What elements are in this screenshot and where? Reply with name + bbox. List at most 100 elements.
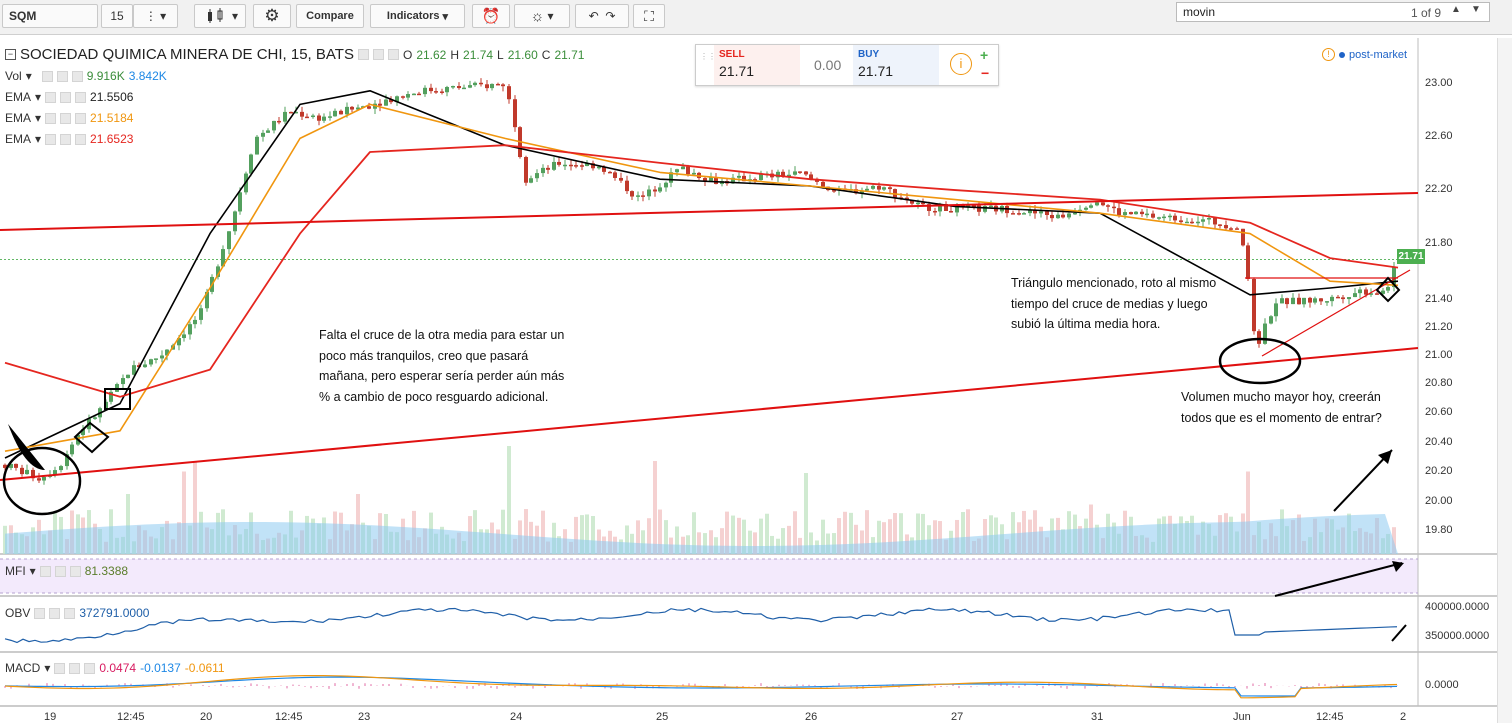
vol-close-icon[interactable] bbox=[71, 70, 83, 82]
note-left-line-2: poco más tranquilos, creo que pasará bbox=[319, 348, 529, 363]
info-icon[interactable]: i bbox=[950, 53, 972, 75]
candle-body bbox=[339, 110, 343, 115]
interval-dropdown-icon[interactable]: ⋮ ▾ bbox=[133, 4, 178, 28]
candle-body bbox=[513, 99, 517, 128]
candle-body bbox=[356, 107, 360, 110]
candle-body bbox=[59, 466, 63, 471]
open-value: 21.62 bbox=[416, 47, 447, 62]
note-left-line-1: Falta el cruce de la otra media para est… bbox=[319, 328, 565, 342]
ema3-close-icon[interactable] bbox=[75, 133, 87, 145]
candle-body bbox=[854, 189, 858, 194]
redo-icon[interactable]: ↷ bbox=[605, 9, 616, 23]
candle-body bbox=[317, 115, 321, 121]
mfi-visibility-icon[interactable] bbox=[54, 565, 66, 577]
ema1-settings-icon[interactable] bbox=[45, 91, 57, 103]
symbol-text: SQM bbox=[9, 9, 37, 23]
drag-handle-icon[interactable]: ⋮⋮ bbox=[700, 52, 716, 61]
interval-select[interactable]: 15 bbox=[101, 4, 133, 28]
candle-body bbox=[1157, 217, 1161, 219]
fullscreen-button[interactable]: ⛶ bbox=[633, 4, 665, 28]
obv-close-icon[interactable] bbox=[64, 607, 76, 619]
find-input[interactable]: movin bbox=[1183, 5, 1216, 19]
macd-visibility-icon[interactable] bbox=[69, 662, 81, 674]
symbol-input[interactable]: SQM bbox=[2, 4, 98, 28]
macd-value-2: -0.0137 bbox=[140, 661, 181, 675]
obv-visibility-icon[interactable] bbox=[49, 607, 61, 619]
volume-bar bbox=[1246, 471, 1250, 554]
ema1-close-icon[interactable] bbox=[75, 91, 87, 103]
status-dot-icon bbox=[1339, 51, 1345, 58]
vol-settings-icon[interactable] bbox=[41, 70, 53, 82]
vol-visibility-icon[interactable] bbox=[56, 70, 68, 82]
candle-body bbox=[910, 200, 914, 204]
candle-body bbox=[871, 185, 875, 189]
settings-button[interactable]: ⚙ bbox=[253, 4, 291, 28]
obv-settings-icon[interactable] bbox=[34, 607, 46, 619]
plus-icon[interactable]: + bbox=[980, 47, 989, 63]
triangle-bottom-line bbox=[1261, 269, 1411, 357]
ema3-settings-icon[interactable] bbox=[45, 133, 57, 145]
sell-button[interactable]: SELL 21.71 bbox=[714, 45, 800, 85]
candle-body bbox=[1336, 296, 1340, 299]
chart-canvas[interactable] bbox=[0, 38, 1497, 723]
chart-style-button[interactable]: ▾ bbox=[194, 4, 246, 28]
volume-bar bbox=[720, 528, 724, 554]
find-next-icon[interactable]: ▼ bbox=[1471, 4, 1481, 15]
volume-bar bbox=[126, 494, 130, 554]
settings-icon[interactable] bbox=[357, 49, 369, 60]
volume-bar bbox=[524, 509, 528, 554]
ema2-close-icon[interactable] bbox=[75, 112, 87, 124]
candle-body bbox=[1313, 298, 1317, 303]
candle-body bbox=[804, 171, 808, 175]
candle-body bbox=[591, 163, 595, 169]
volume-bar bbox=[921, 513, 925, 554]
candle-body bbox=[759, 174, 763, 181]
candle-body bbox=[809, 174, 813, 179]
candle-body bbox=[238, 192, 242, 212]
format-icon[interactable] bbox=[387, 49, 399, 60]
volume-bar bbox=[1011, 512, 1015, 554]
market-status-text: post-market bbox=[1349, 48, 1408, 61]
macd-legend: MACD ▾ 0.0474 -0.0137 -0.0611 bbox=[5, 661, 225, 675]
candle-body bbox=[1285, 298, 1289, 305]
mfi-settings-icon[interactable] bbox=[39, 565, 51, 577]
volume-bar bbox=[966, 509, 970, 554]
candle-body bbox=[832, 190, 836, 192]
buy-label: BUY bbox=[858, 49, 880, 60]
candle-body bbox=[714, 177, 718, 185]
minus-icon[interactable]: − bbox=[981, 65, 990, 81]
visibility-icon[interactable] bbox=[372, 49, 384, 60]
candle-body bbox=[1341, 297, 1345, 300]
ema2-visibility-icon[interactable] bbox=[60, 112, 72, 124]
chart-area[interactable] bbox=[0, 38, 1497, 723]
theme-button[interactable]: ☼ ▾ bbox=[514, 4, 570, 28]
candle-body bbox=[882, 187, 886, 190]
ema1-visibility-icon[interactable] bbox=[60, 91, 72, 103]
candle-body bbox=[949, 210, 953, 213]
candle-body bbox=[776, 171, 780, 178]
macd-close-icon[interactable] bbox=[84, 662, 96, 674]
macd-settings-icon[interactable] bbox=[54, 662, 66, 674]
undo-icon[interactable]: ↶ bbox=[588, 9, 599, 23]
candle-body bbox=[535, 173, 539, 179]
ema-label-2: EMA bbox=[5, 111, 32, 125]
buy-button[interactable]: BUY 21.71 bbox=[853, 45, 939, 85]
volume-legend: Vol ▾ 9.916K 3.842K bbox=[5, 69, 167, 83]
indicators-button[interactable]: Indicators ▾ bbox=[370, 4, 465, 28]
candle-body bbox=[557, 161, 561, 165]
arrow-line bbox=[1333, 449, 1393, 512]
ema3-visibility-icon[interactable] bbox=[60, 133, 72, 145]
right-side-panel[interactable] bbox=[1497, 38, 1512, 723]
compare-button[interactable]: Compare bbox=[296, 4, 364, 28]
ema2-settings-icon[interactable] bbox=[45, 112, 57, 124]
undo-redo-buttons[interactable]: ↶ ↷ bbox=[575, 4, 629, 28]
time-tick-label: 2 bbox=[1400, 711, 1407, 723]
candle-body bbox=[501, 84, 505, 87]
collapse-icon[interactable]: − bbox=[5, 49, 16, 60]
find-previous-icon[interactable]: ▲ bbox=[1451, 4, 1461, 15]
ema-legend-1: EMA ▾ 21.5506 bbox=[5, 90, 134, 104]
candle-body bbox=[65, 454, 69, 467]
alert-button[interactable]: ⏰ bbox=[472, 4, 510, 28]
mfi-close-icon[interactable] bbox=[69, 565, 81, 577]
note-volume-line-2: todos que es el momento de entrar? bbox=[1181, 410, 1382, 425]
